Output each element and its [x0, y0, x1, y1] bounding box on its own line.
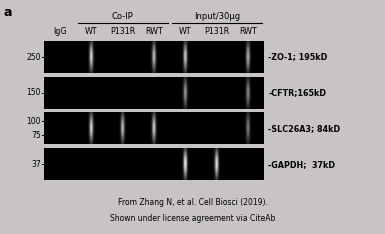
Text: -SLC26A3; 84kD: -SLC26A3; 84kD	[268, 124, 340, 133]
Text: -ZO-1; 195kD: -ZO-1; 195kD	[268, 53, 328, 62]
Text: WT: WT	[179, 27, 192, 36]
Text: WT: WT	[85, 27, 98, 36]
Text: 250: 250	[27, 53, 41, 62]
Text: RWT: RWT	[145, 27, 163, 36]
Text: Co-IP: Co-IP	[112, 12, 134, 21]
Text: P131R: P131R	[110, 27, 135, 36]
Text: RWT: RWT	[239, 27, 257, 36]
Text: 75: 75	[32, 131, 41, 140]
Text: P131R: P131R	[204, 27, 229, 36]
Text: IgG: IgG	[53, 27, 67, 36]
Text: a: a	[4, 6, 12, 19]
Text: Input/30µg: Input/30µg	[194, 12, 240, 21]
Text: 37: 37	[32, 160, 41, 168]
Text: Shown under license agreement via CiteAb: Shown under license agreement via CiteAb	[110, 214, 275, 223]
Text: From Zhang N, et al. Cell Biosci (2019).: From Zhang N, et al. Cell Biosci (2019).	[117, 198, 268, 207]
Text: -GAPDH;  37kD: -GAPDH; 37kD	[268, 160, 335, 168]
Text: 100: 100	[27, 117, 41, 126]
Text: 150: 150	[27, 88, 41, 97]
Text: -CFTR;165kD: -CFTR;165kD	[268, 88, 326, 97]
